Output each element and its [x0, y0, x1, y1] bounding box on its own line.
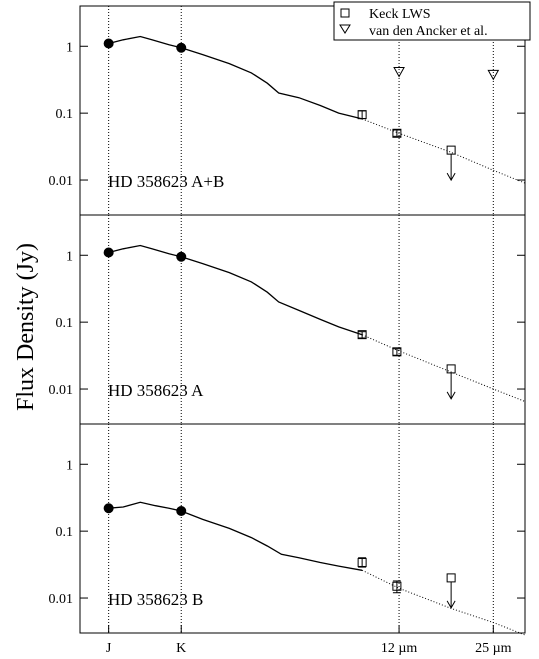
y-tick-label: 1	[66, 249, 73, 264]
x-axis-ticks: J K 12 µm 25 µm	[106, 625, 512, 656]
photometry-point	[176, 506, 186, 516]
spectrum-line	[109, 246, 362, 335]
spectrum-line	[109, 502, 362, 570]
panels-group: 1 0.1 0.01 HD 358623 A+B 1 0.1 0.01 HD 358623 A…	[49, 6, 526, 635]
legend: Keck LWS van den Ancker et al.	[334, 2, 530, 40]
photometry-point	[176, 252, 186, 262]
y-tick-label: 0.01	[49, 174, 74, 189]
y-tick-label: 0.01	[49, 383, 74, 398]
panel-label: HD 358623 A+B	[108, 172, 224, 191]
keck-lws-point	[447, 574, 455, 582]
spectrum-line	[109, 37, 362, 119]
x-tick-label: J	[106, 641, 112, 656]
y-tick-label: 0.01	[49, 592, 74, 607]
model-line	[362, 570, 525, 635]
y-tick-label: 0.1	[56, 525, 74, 540]
y-tick-label: 1	[66, 458, 73, 473]
keck-lws-point	[447, 146, 455, 154]
legend-ancker-label: van den Ancker et al.	[369, 24, 488, 39]
x-tick-label: 12 µm	[381, 641, 418, 656]
photometry-point	[104, 247, 114, 257]
panel-3: 1 0.1 0.01 HD 358623 B	[49, 424, 526, 635]
panel-label: HD 358623 A	[108, 381, 204, 400]
photometry-point	[104, 503, 114, 513]
panel-2: 1 0.1 0.01 HD 358623 A	[49, 215, 526, 424]
legend-keck-label: Keck LWS	[369, 7, 431, 22]
photometry-point	[176, 43, 186, 53]
photometry-point	[104, 38, 114, 48]
x-tick-label: 25 µm	[475, 641, 512, 656]
y-tick-label: 0.1	[56, 107, 74, 122]
y-tick-label: 0.1	[56, 316, 74, 331]
model-line	[362, 119, 525, 183]
panel-label: HD 358623 B	[108, 590, 203, 609]
x-tick-label: K	[176, 641, 186, 656]
y-tick-label: 1	[66, 40, 73, 55]
y-axis-label: Flux Density (Jy)	[13, 243, 39, 411]
model-line	[362, 335, 525, 402]
